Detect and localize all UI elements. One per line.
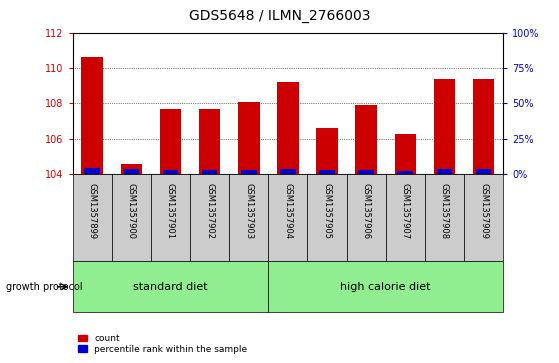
Text: GSM1357900: GSM1357900 — [127, 183, 136, 239]
Bar — [397, 171, 413, 174]
Bar — [112, 174, 151, 261]
Bar — [395, 134, 416, 174]
Bar — [473, 79, 494, 174]
Text: GDS5648 / ILMN_2766003: GDS5648 / ILMN_2766003 — [189, 9, 370, 23]
Bar — [280, 168, 296, 174]
Bar — [160, 109, 181, 174]
Bar — [241, 170, 257, 174]
Bar — [268, 261, 503, 312]
Bar — [151, 174, 190, 261]
Text: GSM1357905: GSM1357905 — [323, 183, 331, 239]
Bar — [84, 168, 100, 174]
Text: growth protocol: growth protocol — [6, 282, 82, 292]
Bar — [82, 57, 103, 174]
Bar — [124, 168, 139, 174]
Bar — [356, 105, 377, 174]
Text: standard diet: standard diet — [133, 282, 208, 292]
Text: GSM1357902: GSM1357902 — [205, 183, 214, 239]
Bar — [316, 128, 338, 174]
Bar — [121, 164, 142, 174]
Bar — [347, 174, 386, 261]
Text: GSM1357903: GSM1357903 — [244, 183, 253, 239]
Bar — [425, 174, 464, 261]
Text: GSM1357906: GSM1357906 — [362, 183, 371, 239]
Bar — [268, 174, 307, 261]
Bar — [277, 82, 299, 174]
Text: high calorie diet: high calorie diet — [340, 282, 431, 292]
Text: GSM1357904: GSM1357904 — [283, 183, 292, 239]
Bar — [437, 168, 452, 174]
Text: GSM1357909: GSM1357909 — [479, 183, 488, 239]
Bar — [190, 174, 229, 261]
Bar — [386, 174, 425, 261]
Bar — [238, 102, 259, 174]
Bar — [73, 174, 112, 261]
Bar — [476, 168, 491, 174]
Text: GSM1357899: GSM1357899 — [88, 183, 97, 239]
Text: GSM1357908: GSM1357908 — [440, 183, 449, 239]
Bar — [229, 174, 268, 261]
Bar — [73, 261, 268, 312]
Bar — [307, 174, 347, 261]
Bar — [434, 79, 455, 174]
Bar — [199, 109, 220, 174]
Text: GSM1357901: GSM1357901 — [166, 183, 175, 239]
Bar — [464, 174, 503, 261]
Bar — [163, 170, 178, 174]
Bar — [319, 170, 335, 174]
Bar — [202, 170, 217, 174]
Bar — [358, 170, 374, 174]
Legend: count, percentile rank within the sample: count, percentile rank within the sample — [77, 333, 248, 355]
Text: GSM1357907: GSM1357907 — [401, 183, 410, 239]
